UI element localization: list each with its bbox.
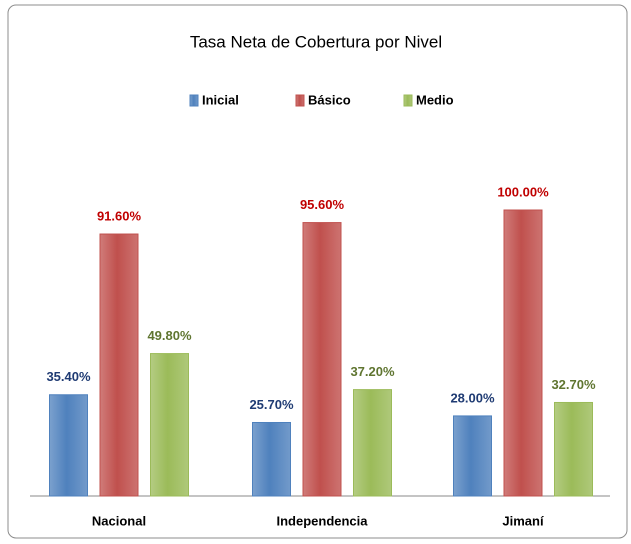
bar (49, 394, 88, 497)
x-tick-label: Nacional (92, 513, 146, 528)
value-label: 32.70% (551, 377, 596, 392)
legend-swatch (403, 94, 413, 107)
legend-swatch (295, 94, 305, 107)
value-label: 91.60% (97, 208, 142, 223)
value-label: 25.70% (249, 397, 294, 412)
legend-label: Inicial (202, 92, 239, 107)
bar (150, 353, 189, 497)
legend-label: Básico (308, 92, 351, 107)
bar (554, 401, 593, 497)
bar (353, 389, 392, 497)
bar (302, 222, 342, 497)
value-label: 28.00% (450, 390, 495, 405)
x-tick-label: Jimaní (502, 513, 544, 528)
value-label: 37.20% (350, 364, 395, 379)
bar (503, 209, 543, 497)
legend-swatch (189, 94, 199, 107)
value-label: 35.40% (46, 369, 91, 384)
legend-label: Medio (416, 92, 454, 107)
value-label: 49.80% (147, 328, 192, 343)
value-label: 100.00% (497, 184, 549, 199)
x-tick-label: Independencia (276, 513, 368, 528)
bar (99, 233, 139, 497)
bar (252, 421, 291, 497)
chart-title: Tasa Neta de Cobertura por Nivel (190, 32, 442, 51)
value-label: 95.60% (300, 197, 345, 212)
bar (453, 415, 492, 497)
